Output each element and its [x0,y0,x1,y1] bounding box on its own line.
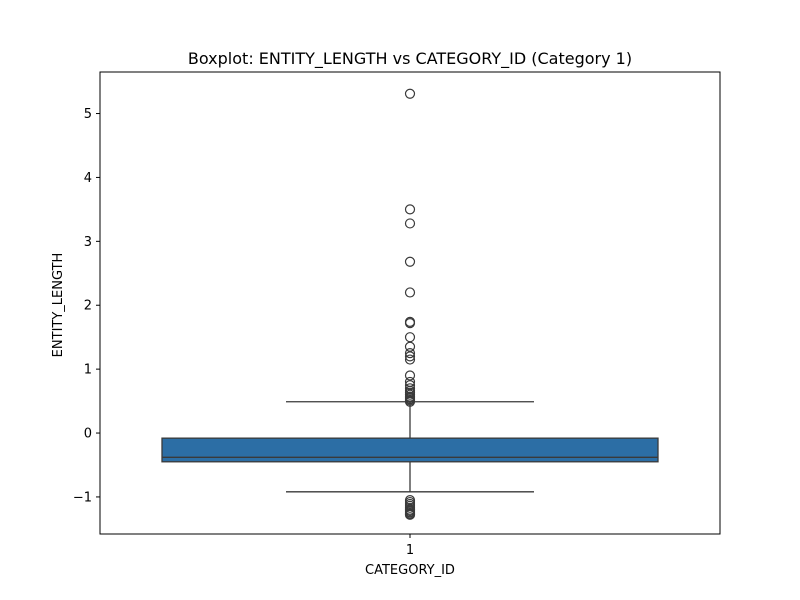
outlier-point [404,348,416,359]
y-ticks: −1 0 1 2 3 4 5 [73,107,100,505]
outlier-point [404,287,416,298]
outlier-point [404,509,416,520]
y-tick-label: 4 [84,171,92,186]
outlier-point [404,256,416,267]
y-tick-label: 3 [84,235,92,250]
x-axis-label: CATEGORY_ID [365,563,455,578]
outlier-point [404,354,416,365]
y-tick-label: −1 [73,490,92,505]
outlier-point [404,218,416,229]
outlier-point [404,332,416,343]
box-layer [161,88,659,520]
x-tick-label: 1 [406,543,414,558]
outlier-point [404,204,416,215]
outlier-point [404,383,416,394]
outlier-point [404,370,416,381]
chart-title: Boxplot: ENTITY_LENGTH vs CATEGORY_ID (C… [188,49,632,69]
x-ticks: 1 [406,534,414,558]
y-tick-label: 5 [84,107,92,122]
iqr-box [161,437,659,463]
y-tick-label: 0 [84,427,92,442]
outlier-point [404,341,416,352]
outlier-point [404,88,416,99]
y-axis-label: ENTITY_LENGTH [51,253,66,358]
y-tick-label: 1 [84,363,92,378]
outlier-point [404,316,416,327]
y-tick-label: 2 [84,299,92,314]
outlier-point [404,376,416,388]
